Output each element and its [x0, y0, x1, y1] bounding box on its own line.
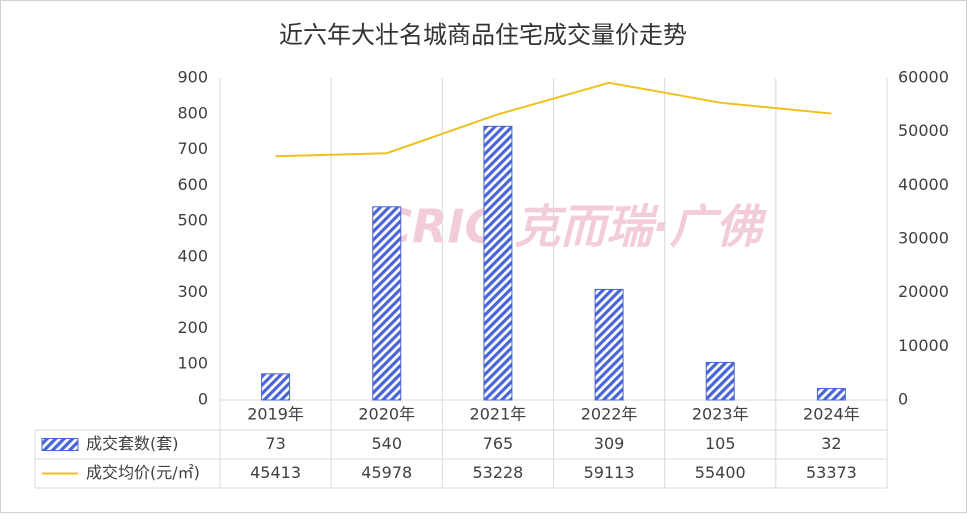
y-tick-label: 200: [177, 318, 208, 337]
y-tick-label: 0: [198, 390, 208, 409]
x-tick-label: 2019年: [247, 405, 304, 424]
y2-tick-label: 10000: [898, 336, 949, 355]
y-tick-label: 600: [177, 175, 208, 194]
bar: [705, 361, 735, 401]
table-value: 32: [821, 434, 841, 453]
legend-label: 成交套数(套): [86, 434, 179, 453]
legend-label: 成交均价(元/㎡): [86, 463, 200, 482]
line: [275, 81, 832, 158]
x-tick-label: 2022年: [581, 405, 638, 424]
chart-title: 近六年大壮名城商品住宅成交量价走势: [279, 21, 687, 49]
y-tick-label: 800: [177, 103, 208, 122]
y2-tick-label: 40000: [898, 175, 949, 194]
table-value: 53228: [472, 463, 523, 482]
table-value: 765: [483, 434, 514, 453]
y-tick-label: 300: [177, 282, 208, 301]
watermark: CRIC 克而瑞·广佛: [378, 200, 768, 254]
table-value: 55400: [695, 463, 746, 482]
bar: [816, 388, 846, 401]
y-tick-label: 700: [177, 139, 208, 158]
x-tick-label: 2024年: [803, 405, 860, 424]
table-value: 59113: [584, 463, 635, 482]
y2-tick-label: 0: [898, 390, 908, 409]
bar: [261, 373, 291, 401]
y2-tick-label: 50000: [898, 121, 949, 140]
y-tick-label: 100: [177, 354, 208, 373]
y2-tick-label: 30000: [898, 229, 949, 248]
table-value: 45413: [250, 463, 301, 482]
x-tick-label: 2021年: [470, 405, 527, 424]
table-value: 105: [705, 434, 736, 453]
y2-tick-label: 60000: [898, 68, 949, 87]
legend-swatch: [41, 438, 79, 451]
table-value: 73: [265, 434, 285, 453]
x-tick-label: 2023年: [692, 405, 749, 424]
y-tick-label: 900: [177, 68, 208, 87]
y2-tick-label: 20000: [898, 282, 949, 301]
table-value: 309: [594, 434, 625, 453]
table-value: 540: [371, 434, 402, 453]
bar: [594, 288, 624, 401]
y-tick-label: 400: [177, 246, 208, 265]
bar: [372, 206, 402, 401]
y-tick-label: 500: [177, 211, 208, 230]
x-tick-label: 2020年: [358, 405, 415, 424]
bar: [483, 125, 513, 401]
table-value: 53373: [806, 463, 857, 482]
table-value: 45978: [361, 463, 412, 482]
